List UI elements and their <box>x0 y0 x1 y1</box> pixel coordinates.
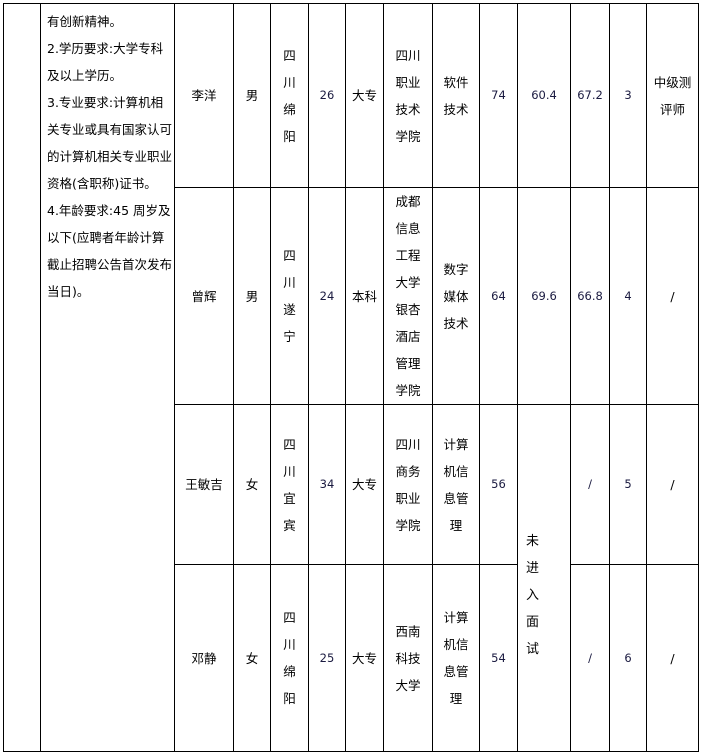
age-cell: 25 <box>308 564 346 752</box>
gender-cell: 男 <box>233 187 271 405</box>
school-cell: 成都信息工程大学银杏酒店管理学院 <box>383 187 433 405</box>
gender-cell: 女 <box>233 404 271 565</box>
score3-cell: 67.2 <box>570 3 610 188</box>
title-cell: / <box>646 187 699 405</box>
major-text: 数字媒体技术 <box>443 261 469 331</box>
score3-cell: / <box>570 404 610 565</box>
school-text: 四川商务职业学院 <box>395 436 421 533</box>
table-row: 王敏吉 女 四川宜宾 34 大专 四川商务职业学院 计算机信息管理 56 未进入… <box>4 404 699 752</box>
age-cell: 24 <box>308 187 346 405</box>
origin-cell: 四川遂宁 <box>270 187 309 405</box>
name-cell: 曾辉 <box>174 187 234 405</box>
major-cell: 计算机信息管理 <box>432 564 480 752</box>
major-cell: 数字媒体技术 <box>432 187 480 405</box>
origin-cell: 四川绵阳 <box>270 3 309 188</box>
blank-cell <box>3 3 41 752</box>
school-text: 西南科技大学 <box>395 623 421 693</box>
score1-cell: 64 <box>479 187 518 405</box>
score1-cell: 54 <box>479 564 518 752</box>
school-cell: 西南科技大学 <box>383 564 433 752</box>
not-interviewed-cell: 未进入面试 <box>517 404 571 752</box>
origin-text: 四川绵阳 <box>283 47 296 144</box>
major-text: 计算机信息管理 <box>443 436 469 533</box>
origin-text: 四川宜宾 <box>283 436 296 533</box>
table-row: 邓静 女 四川绵阳 25 大专 西南科技大学 计算机信息管理 54 / 6 / <box>4 564 699 752</box>
rank-cell: 4 <box>609 187 647 405</box>
requirements-text: 有创新精神。 2.学历要求:大学专科及以上学历。 3.专业要求:计算机相关专业或… <box>40 3 175 752</box>
name-cell: 邓静 <box>174 564 234 752</box>
rank-cell: 5 <box>609 404 647 565</box>
education-cell: 本科 <box>345 187 384 405</box>
title-text: 中级测评师 <box>653 74 692 117</box>
school-text: 成都信息工程大学银杏酒店管理学院 <box>395 194 421 398</box>
score1-cell: 74 <box>479 3 518 188</box>
not-interviewed-text: 未进入面试 <box>526 533 550 657</box>
name-cell: 李洋 <box>174 3 234 188</box>
rank-cell: 6 <box>609 564 647 752</box>
title-cell: / <box>646 564 699 752</box>
score3-cell: / <box>570 564 610 752</box>
score1-cell: 56 <box>479 404 518 565</box>
origin-text: 四川遂宁 <box>283 248 296 344</box>
name-cell: 王敏吉 <box>174 404 234 565</box>
candidate-table: 有创新精神。 2.学历要求:大学专科及以上学历。 3.专业要求:计算机相关专业或… <box>3 3 699 752</box>
score2-cell: 69.6 <box>517 187 571 405</box>
major-text: 软件技术 <box>443 74 469 117</box>
major-cell: 计算机信息管理 <box>432 404 480 565</box>
school-text: 四川职业技术学院 <box>395 47 421 144</box>
score2-cell: 60.4 <box>517 3 571 188</box>
title-cell: / <box>646 404 699 565</box>
rank-cell: 3 <box>609 3 647 188</box>
major-cell: 软件技术 <box>432 3 480 188</box>
gender-cell: 女 <box>233 564 271 752</box>
score3-cell: 66.8 <box>570 187 610 405</box>
education-cell: 大专 <box>345 564 384 752</box>
age-cell: 26 <box>308 3 346 188</box>
origin-cell: 四川绵阳 <box>270 564 309 752</box>
school-cell: 四川职业技术学院 <box>383 3 433 188</box>
origin-text: 四川绵阳 <box>283 610 296 706</box>
school-cell: 四川商务职业学院 <box>383 404 433 565</box>
major-text: 计算机信息管理 <box>443 610 469 706</box>
table-row: 曾辉 男 四川遂宁 24 本科 成都信息工程大学银杏酒店管理学院 数字媒体技术 … <box>4 187 699 405</box>
education-cell: 大专 <box>345 3 384 188</box>
gender-cell: 男 <box>233 3 271 188</box>
age-cell: 34 <box>308 404 346 565</box>
education-cell: 大专 <box>345 404 384 565</box>
origin-cell: 四川宜宾 <box>270 404 309 565</box>
title-cell: 中级测评师 <box>646 3 699 188</box>
table-row: 有创新精神。 2.学历要求:大学专科及以上学历。 3.专业要求:计算机相关专业或… <box>3 3 699 752</box>
